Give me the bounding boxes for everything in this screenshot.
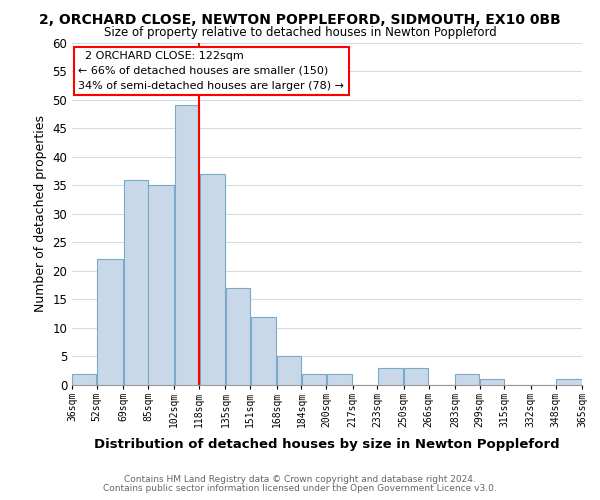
Y-axis label: Number of detached properties: Number of detached properties — [34, 116, 47, 312]
Bar — [326, 374, 352, 385]
Text: Contains HM Land Registry data © Crown copyright and database right 2024.: Contains HM Land Registry data © Crown c… — [124, 475, 476, 484]
Bar — [455, 374, 479, 385]
Bar — [97, 260, 123, 385]
Bar — [302, 374, 326, 385]
Bar — [148, 185, 174, 385]
Text: Size of property relative to detached houses in Newton Poppleford: Size of property relative to detached ho… — [104, 26, 496, 39]
X-axis label: Distribution of detached houses by size in Newton Poppleford: Distribution of detached houses by size … — [94, 438, 560, 452]
Text: 2 ORCHARD CLOSE: 122sqm
← 66% of detached houses are smaller (150)
34% of semi-d: 2 ORCHARD CLOSE: 122sqm ← 66% of detache… — [78, 51, 344, 90]
Bar — [556, 380, 581, 385]
Bar — [277, 356, 301, 385]
Bar — [226, 288, 250, 385]
Bar — [378, 368, 403, 385]
Bar — [73, 374, 97, 385]
Bar — [175, 106, 199, 385]
Text: Contains public sector information licensed under the Open Government Licence v3: Contains public sector information licen… — [103, 484, 497, 493]
Bar — [404, 368, 428, 385]
Bar — [480, 380, 504, 385]
Bar — [199, 174, 225, 385]
Text: 2, ORCHARD CLOSE, NEWTON POPPLEFORD, SIDMOUTH, EX10 0BB: 2, ORCHARD CLOSE, NEWTON POPPLEFORD, SID… — [39, 12, 561, 26]
Bar — [251, 316, 276, 385]
Bar — [124, 180, 148, 385]
